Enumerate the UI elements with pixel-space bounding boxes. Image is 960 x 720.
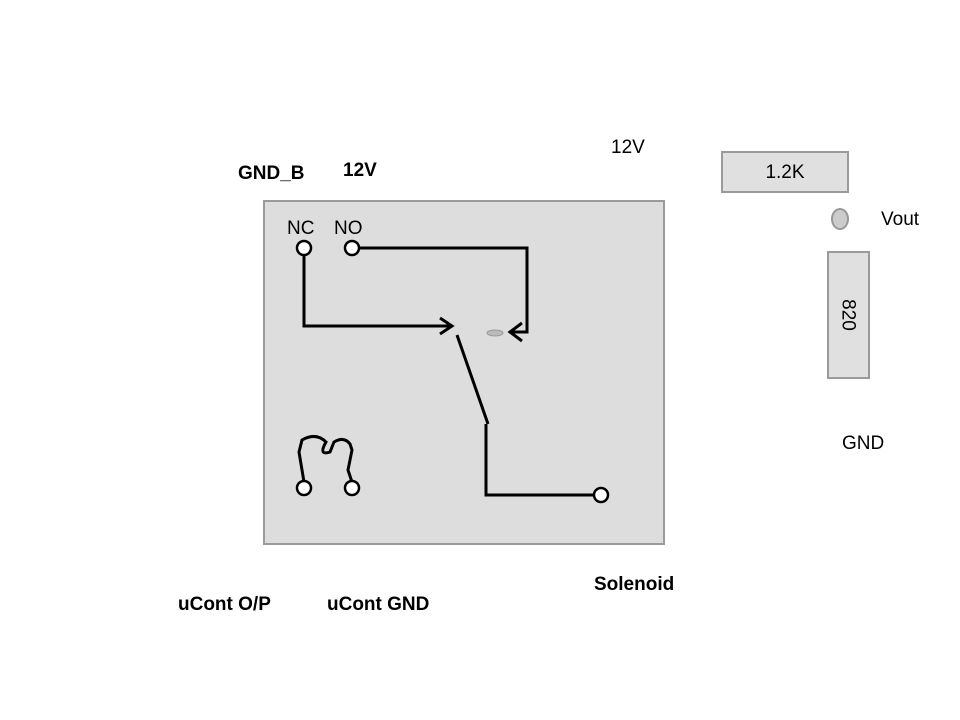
solenoid-terminal bbox=[592, 486, 610, 504]
gnd-b-label: GND_B bbox=[238, 163, 305, 184]
relay-body bbox=[263, 200, 665, 545]
coil-icon bbox=[297, 435, 354, 483]
no-arrowhead bbox=[507, 321, 523, 343]
switch-arm bbox=[455, 334, 490, 425]
relay-12v-label: 12V bbox=[343, 160, 377, 181]
switch-contact bbox=[486, 329, 504, 337]
solenoid-label: Solenoid bbox=[594, 574, 675, 595]
no-terminal bbox=[343, 239, 361, 257]
no-label: NO bbox=[334, 218, 363, 239]
resistor-bottom-label: 820 bbox=[838, 299, 859, 331]
common-wire bbox=[484, 424, 594, 497]
vout-label: Vout bbox=[881, 209, 920, 230]
divider-12v-label: 12V bbox=[611, 137, 645, 158]
gnd-label: GND bbox=[842, 433, 885, 454]
resistor-bottom bbox=[827, 251, 870, 379]
nc-terminal bbox=[295, 239, 313, 257]
nc-arrowhead bbox=[439, 316, 455, 336]
nc-label: NC bbox=[287, 218, 315, 239]
nc-wire bbox=[302, 256, 450, 328]
ucont-gnd-label: uCont GND bbox=[327, 594, 430, 615]
vout-node bbox=[831, 208, 849, 230]
ucont-op-label: uCont O/P bbox=[178, 594, 271, 615]
resistor-top bbox=[721, 151, 849, 193]
ucont-op-terminal bbox=[295, 479, 313, 497]
no-wire bbox=[360, 246, 529, 334]
ucont-gnd-terminal bbox=[343, 479, 361, 497]
resistor-top-label: 1.2K bbox=[765, 162, 804, 183]
